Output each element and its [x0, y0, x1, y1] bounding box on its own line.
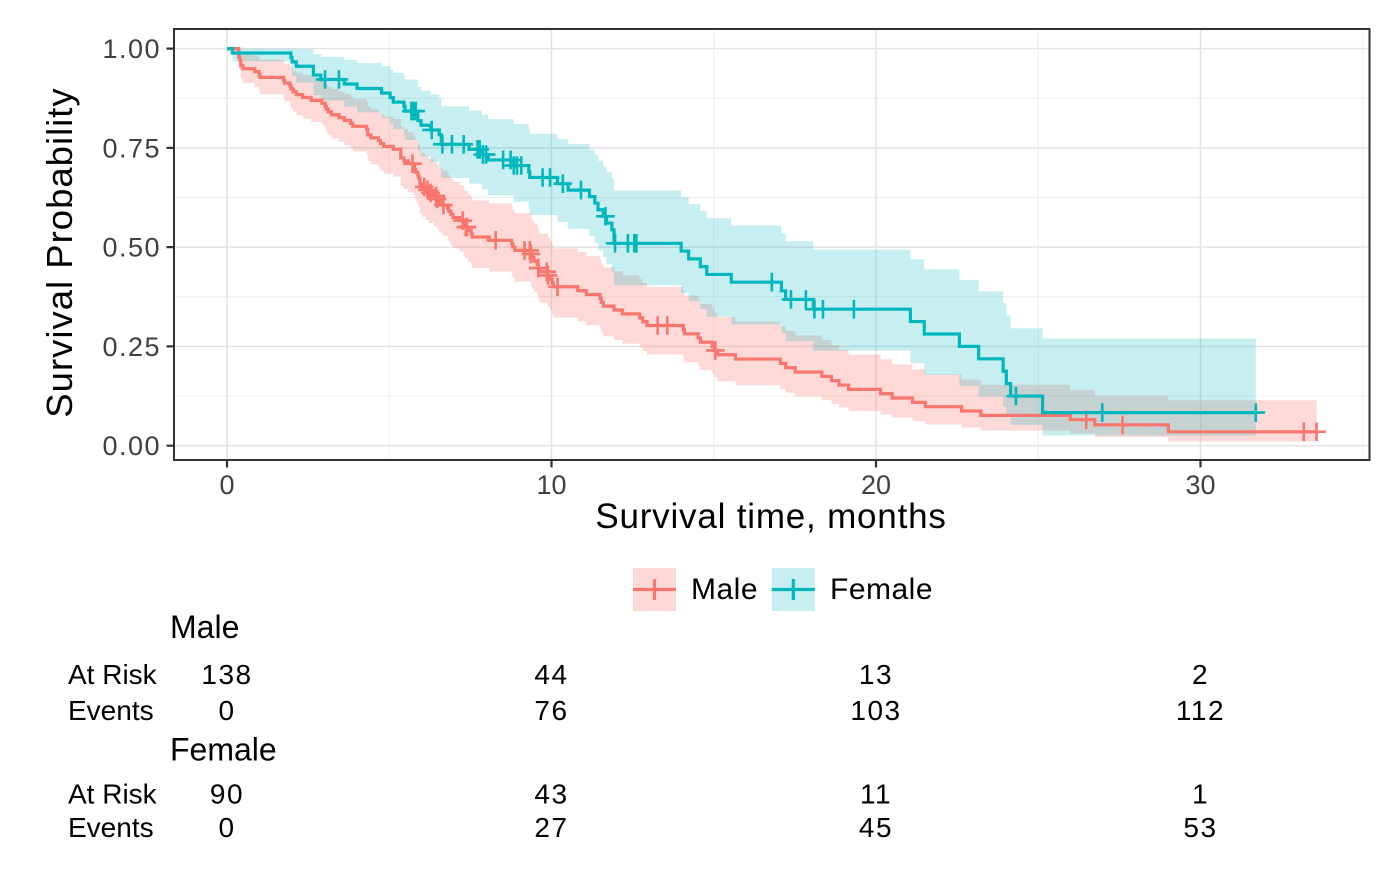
svg-text:20: 20 [861, 470, 891, 500]
svg-text:0: 0 [218, 695, 235, 726]
svg-text:13: 13 [859, 659, 893, 690]
svg-text:At Risk: At Risk [68, 659, 158, 690]
svg-text:27: 27 [534, 812, 568, 843]
svg-text:0.50: 0.50 [102, 233, 161, 263]
svg-text:Events: Events [68, 695, 154, 726]
svg-text:0: 0 [219, 470, 234, 500]
svg-text:Events: Events [68, 812, 154, 843]
svg-text:0: 0 [218, 812, 235, 843]
svg-text:138: 138 [201, 659, 252, 690]
svg-text:1.00: 1.00 [102, 34, 161, 64]
svg-text:0.75: 0.75 [102, 133, 161, 163]
svg-text:Male: Male [170, 609, 239, 645]
svg-text:11: 11 [860, 779, 892, 810]
svg-text:53: 53 [1183, 812, 1217, 843]
svg-text:Female: Female [830, 573, 933, 606]
svg-text:30: 30 [1185, 470, 1215, 500]
svg-text:2: 2 [1192, 659, 1209, 690]
svg-text:1: 1 [1192, 779, 1209, 810]
svg-text:10: 10 [536, 470, 566, 500]
svg-text:43: 43 [534, 779, 568, 810]
svg-text:At Risk: At Risk [68, 779, 158, 810]
svg-text:0.00: 0.00 [102, 431, 161, 461]
svg-text:Female: Female [170, 732, 277, 768]
svg-text:Survival Probability: Survival Probability [39, 87, 80, 417]
svg-text:Survival time, months: Survival time, months [595, 497, 946, 536]
svg-text:44: 44 [534, 659, 568, 690]
svg-text:0.25: 0.25 [102, 332, 161, 362]
svg-text:76: 76 [534, 695, 568, 726]
svg-text:112: 112 [1176, 695, 1225, 726]
svg-text:Male: Male [691, 573, 758, 606]
svg-text:45: 45 [859, 812, 893, 843]
svg-text:90: 90 [210, 779, 244, 810]
svg-text:103: 103 [850, 695, 901, 726]
